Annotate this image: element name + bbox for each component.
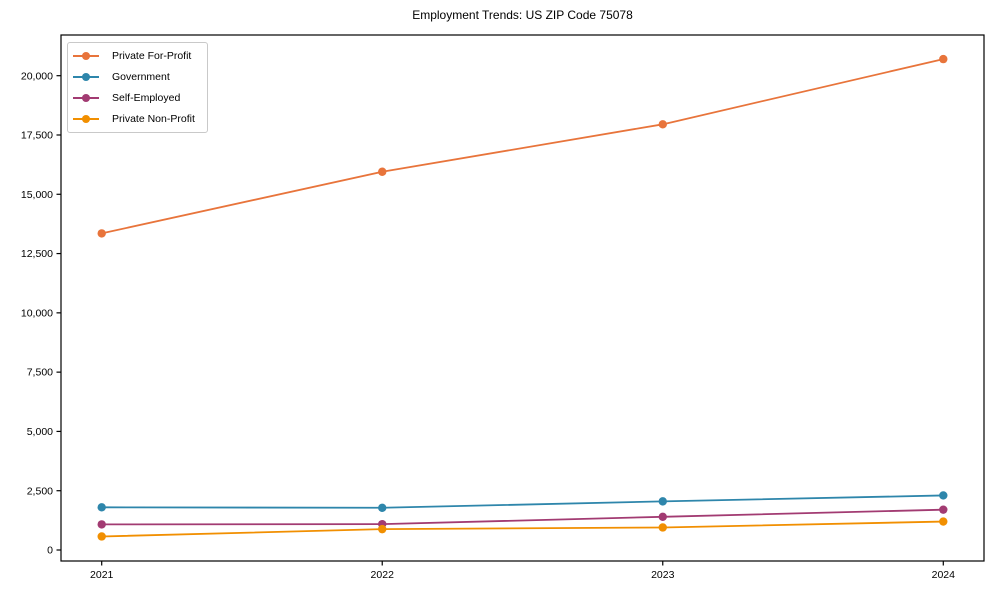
legend-marker-icon xyxy=(73,114,99,124)
legend-label: Private For-Profit xyxy=(112,49,192,62)
data-point-self-employed-2023 xyxy=(658,512,667,521)
x-tick-label: 2021 xyxy=(90,569,114,581)
data-point-private-for-profit-2022 xyxy=(378,167,387,176)
legend-item-private-for-profit: Private For-Profit xyxy=(68,45,207,66)
data-point-private-for-profit-2023 xyxy=(658,120,667,129)
legend: Private For-Profit Government Self-Employe… xyxy=(67,42,208,133)
data-point-self-employed-2024 xyxy=(939,505,948,514)
data-point-government-2022 xyxy=(378,503,387,512)
series-line-government xyxy=(100,494,945,509)
legend-label: Self-Employed xyxy=(112,91,181,104)
y-tick-label: 10,000 xyxy=(21,307,53,319)
legend-item-government: Government xyxy=(68,66,207,87)
data-point-private-non-profit-2022 xyxy=(378,524,387,534)
data-point-self-employed-2021 xyxy=(97,520,106,529)
y-tick-label: 15,000 xyxy=(21,189,53,201)
y-tick-label: 17,500 xyxy=(21,130,53,142)
data-point-government-2023 xyxy=(658,497,667,506)
data-point-private-non-profit-2023 xyxy=(658,523,667,532)
x-tick-label: 2022 xyxy=(371,569,395,581)
legend-item-private-non-profit: Private Non-Profit xyxy=(68,108,207,129)
legend-marker-icon xyxy=(73,93,99,103)
data-point-government-2021 xyxy=(97,503,106,512)
legend-marker-icon xyxy=(73,51,99,61)
y-tick-label: 20,000 xyxy=(21,70,53,82)
legend-marker-icon xyxy=(73,72,99,82)
y-tick-label: 2,500 xyxy=(27,485,53,497)
axes-frame xyxy=(60,34,985,562)
data-point-private-for-profit-2021 xyxy=(97,229,106,238)
y-tick-label: 7,500 xyxy=(27,367,53,379)
x-tick-label: 2024 xyxy=(932,569,956,581)
series-line-private-non-profit xyxy=(100,520,945,538)
series-line-self-employed xyxy=(100,508,945,526)
data-point-government-2024 xyxy=(939,491,948,500)
data-point-private-non-profit-2021 xyxy=(97,532,106,541)
legend-label: Private Non-Profit xyxy=(112,112,195,125)
legend-item-self-employed: Self-Employed xyxy=(68,87,207,108)
data-point-private-non-profit-2024 xyxy=(939,517,948,526)
y-tick-label: 0 xyxy=(47,545,53,557)
y-tick-label: 12,500 xyxy=(21,248,53,260)
chart-title: Employment Trends: US ZIP Code 75078 xyxy=(412,8,633,22)
y-tick-label: 5,000 xyxy=(27,426,53,438)
series-line-private-for-profit xyxy=(100,58,945,235)
x-tick-label: 2023 xyxy=(651,569,675,581)
data-point-private-for-profit-2024 xyxy=(939,54,948,64)
legend-label: Government xyxy=(112,70,170,83)
